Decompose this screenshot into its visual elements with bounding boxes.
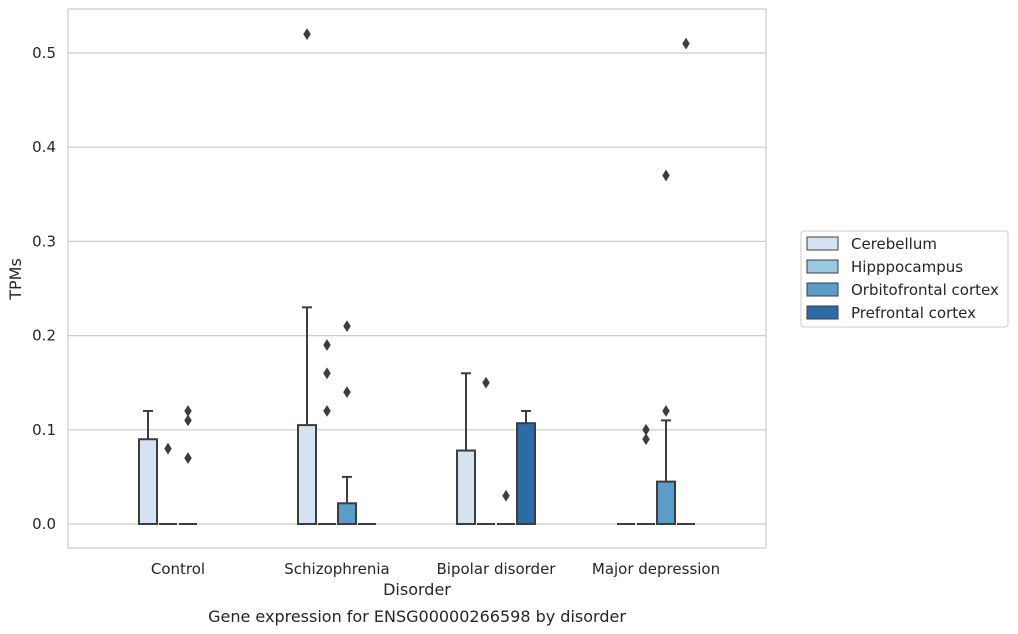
outlier-point bbox=[184, 404, 192, 417]
legend-label: Hipppocampus bbox=[851, 258, 963, 276]
legend-swatch bbox=[806, 282, 839, 297]
legend-label: Orbitofrontal cortex bbox=[851, 281, 999, 299]
y-tick-label: 0.4 bbox=[32, 138, 56, 156]
outlier-point bbox=[184, 414, 192, 427]
legend-swatch bbox=[806, 259, 839, 274]
y-tick-label: 0.2 bbox=[32, 327, 56, 345]
gridlines bbox=[68, 52, 766, 525]
y-axis-title: TPMs bbox=[6, 258, 25, 301]
x-tick-label: Major depression bbox=[592, 560, 720, 578]
box-body bbox=[656, 480, 676, 525]
box-body bbox=[138, 438, 158, 525]
legend-label: Cerebellum bbox=[851, 235, 937, 253]
box-orbitofrontal-cortex bbox=[497, 489, 515, 525]
box-cerebellum bbox=[297, 28, 317, 525]
box-body bbox=[337, 502, 357, 525]
outlier-point bbox=[662, 169, 670, 182]
legend: Cerebellum Hipppocampus Orbitofrontal cort… bbox=[800, 230, 1009, 328]
outlier-point bbox=[682, 37, 690, 50]
x-axis-ticks: Control Schizophrenia Bipolar disorder Majo… bbox=[151, 560, 720, 578]
legend-frame bbox=[800, 230, 1009, 328]
x-tick-label: Schizophrenia bbox=[284, 560, 389, 578]
outlier-point bbox=[323, 404, 331, 417]
outlier-point bbox=[642, 433, 650, 446]
outlier-point bbox=[343, 386, 351, 399]
x-tick-label: Bipolar disorder bbox=[437, 560, 557, 578]
outlier-point bbox=[343, 320, 351, 333]
y-tick-label: 0.1 bbox=[32, 421, 56, 439]
outlier-point bbox=[482, 376, 490, 389]
outlier-point bbox=[164, 442, 172, 455]
box-cerebellum bbox=[138, 409, 158, 525]
outlier-point bbox=[642, 423, 650, 436]
y-tick-label: 0.0 bbox=[32, 515, 56, 533]
box-orbitofrontal-cortex bbox=[656, 169, 676, 525]
y-tick-label: 0.5 bbox=[32, 44, 56, 62]
outlier-point bbox=[502, 489, 510, 502]
box-prefrontal-cortex bbox=[516, 409, 536, 525]
box-body bbox=[456, 449, 476, 525]
y-axis-ticks: 0.0 0.1 0.2 0.3 0.4 0.5 bbox=[32, 44, 56, 533]
y-tick-label: 0.3 bbox=[32, 232, 56, 250]
outlier-point bbox=[303, 28, 311, 41]
plot-frame bbox=[67, 8, 767, 549]
x-axis-title: Disorder bbox=[383, 580, 451, 599]
outlier-point bbox=[662, 404, 670, 417]
outlier-point bbox=[323, 339, 331, 351]
box-body bbox=[297, 424, 317, 525]
box-prefrontal-cortex bbox=[677, 37, 695, 525]
box-orbitofrontal-cortex bbox=[179, 404, 197, 525]
box-hipppocampus bbox=[159, 442, 177, 525]
legend-label: Prefrontal cortex bbox=[851, 304, 976, 322]
box-body bbox=[516, 422, 536, 525]
box-orbitofrontal-cortex bbox=[337, 320, 357, 525]
box-hipppocampus bbox=[637, 423, 655, 525]
legend-swatch bbox=[806, 305, 839, 320]
outlier-point bbox=[184, 452, 192, 465]
legend-swatch bbox=[806, 236, 839, 251]
chart-caption: Gene expression for ENSG00000266598 by d… bbox=[208, 607, 626, 626]
outlier-point bbox=[323, 367, 331, 380]
box-marks bbox=[138, 28, 695, 525]
x-tick-label: Control bbox=[151, 560, 205, 578]
box-hipppocampus bbox=[477, 376, 495, 525]
box-cerebellum bbox=[456, 372, 476, 525]
box-hipppocampus bbox=[318, 339, 336, 525]
